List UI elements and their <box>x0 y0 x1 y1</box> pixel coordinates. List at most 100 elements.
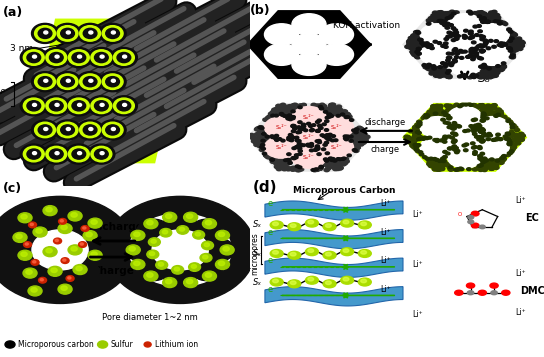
Circle shape <box>78 104 82 106</box>
Circle shape <box>51 268 57 272</box>
Circle shape <box>493 70 498 73</box>
Circle shape <box>137 219 170 243</box>
Circle shape <box>438 74 443 77</box>
Circle shape <box>484 76 489 79</box>
Circle shape <box>452 127 456 130</box>
Circle shape <box>498 137 503 140</box>
Circle shape <box>446 59 450 62</box>
Circle shape <box>53 238 61 244</box>
Circle shape <box>494 115 498 117</box>
Circle shape <box>449 64 454 67</box>
Circle shape <box>429 65 434 69</box>
Circle shape <box>449 10 455 14</box>
Circle shape <box>293 127 297 130</box>
Circle shape <box>436 168 441 171</box>
Circle shape <box>496 113 500 116</box>
Circle shape <box>441 62 445 65</box>
Circle shape <box>431 65 436 69</box>
Circle shape <box>299 168 304 171</box>
Circle shape <box>286 159 290 161</box>
Circle shape <box>312 168 318 171</box>
Circle shape <box>316 129 320 132</box>
Circle shape <box>455 37 459 40</box>
Circle shape <box>352 137 357 140</box>
Circle shape <box>428 114 434 117</box>
Circle shape <box>415 123 420 126</box>
Circle shape <box>91 220 97 224</box>
Circle shape <box>190 257 223 281</box>
Circle shape <box>491 161 496 164</box>
Circle shape <box>294 146 298 149</box>
Circle shape <box>443 12 448 15</box>
Circle shape <box>444 162 449 166</box>
Circle shape <box>341 157 347 161</box>
Circle shape <box>479 72 484 75</box>
Circle shape <box>304 129 308 132</box>
Circle shape <box>482 18 486 21</box>
Circle shape <box>270 136 275 139</box>
Circle shape <box>77 24 103 44</box>
Circle shape <box>409 44 413 47</box>
Circle shape <box>187 214 193 218</box>
Circle shape <box>291 110 295 113</box>
Circle shape <box>473 132 477 135</box>
Circle shape <box>438 74 443 77</box>
Circle shape <box>478 130 483 133</box>
Circle shape <box>455 151 459 154</box>
Circle shape <box>490 283 498 288</box>
Circle shape <box>425 115 430 118</box>
Circle shape <box>354 128 359 131</box>
Circle shape <box>426 22 431 25</box>
Circle shape <box>484 17 489 21</box>
Circle shape <box>431 65 436 67</box>
Circle shape <box>408 46 413 49</box>
Circle shape <box>510 126 515 129</box>
Circle shape <box>319 165 323 168</box>
Circle shape <box>481 113 486 116</box>
Circle shape <box>316 121 320 123</box>
Circle shape <box>411 34 416 37</box>
Circle shape <box>442 160 447 163</box>
Circle shape <box>425 137 429 140</box>
Circle shape <box>345 115 351 118</box>
Circle shape <box>496 110 501 113</box>
Circle shape <box>423 136 427 139</box>
Circle shape <box>502 115 507 119</box>
Circle shape <box>444 24 449 26</box>
Circle shape <box>481 20 485 23</box>
Circle shape <box>343 249 349 252</box>
Circle shape <box>330 159 335 161</box>
Circle shape <box>325 224 331 227</box>
Circle shape <box>83 28 97 39</box>
Circle shape <box>405 136 411 139</box>
Circle shape <box>480 19 485 22</box>
Circle shape <box>327 115 332 118</box>
Circle shape <box>298 121 302 124</box>
Circle shape <box>410 43 415 46</box>
Circle shape <box>279 112 283 115</box>
Circle shape <box>102 122 123 138</box>
Circle shape <box>330 104 335 107</box>
Circle shape <box>54 120 81 140</box>
Circle shape <box>452 49 456 52</box>
Circle shape <box>508 141 512 144</box>
Circle shape <box>488 110 493 114</box>
Circle shape <box>426 162 432 166</box>
Circle shape <box>65 47 92 67</box>
Circle shape <box>72 52 85 62</box>
Circle shape <box>442 137 447 140</box>
Circle shape <box>453 47 458 50</box>
Circle shape <box>202 219 217 229</box>
Circle shape <box>411 44 416 47</box>
Circle shape <box>457 125 461 128</box>
Circle shape <box>510 45 515 49</box>
Circle shape <box>414 44 419 47</box>
Circle shape <box>463 130 467 132</box>
Circle shape <box>448 14 482 35</box>
Circle shape <box>459 168 464 171</box>
Circle shape <box>463 29 468 32</box>
Circle shape <box>496 108 502 111</box>
Circle shape <box>444 73 450 76</box>
Circle shape <box>220 245 234 255</box>
Circle shape <box>205 220 212 225</box>
